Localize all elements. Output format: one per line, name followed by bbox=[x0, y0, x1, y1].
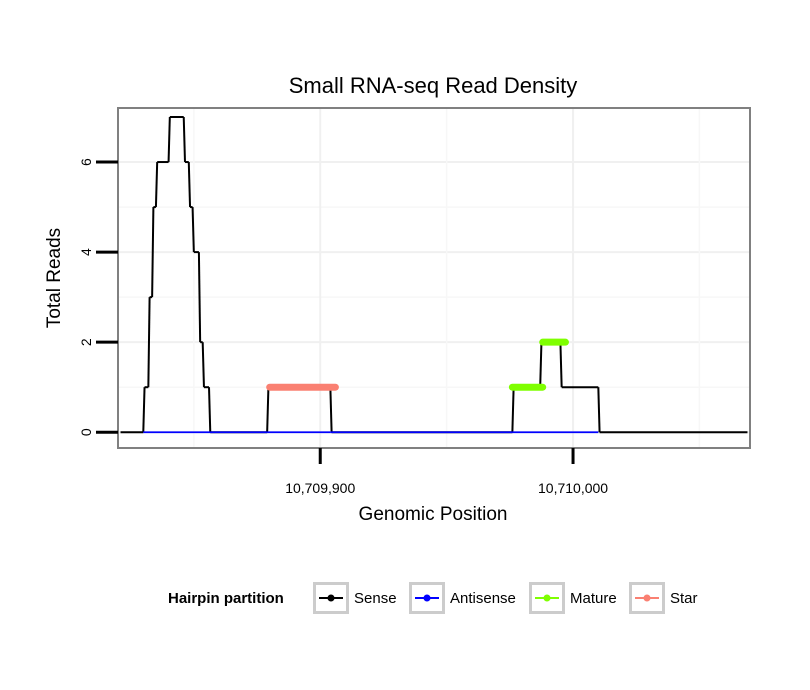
x-axis: 10,709,900 10,710,000 bbox=[285, 448, 608, 496]
line-segment-sense bbox=[182, 116, 186, 163]
legend: Hairpin partition Sense Antisense Mature St… bbox=[168, 582, 698, 614]
legend-label: Mature bbox=[570, 590, 617, 607]
y-tick-label: 6 bbox=[78, 158, 94, 166]
legend-entry-sense: Sense bbox=[313, 582, 397, 614]
series-mature bbox=[508, 338, 569, 391]
plot-panel bbox=[118, 108, 750, 448]
line-segment-sense bbox=[559, 342, 563, 388]
x-tick-label: 10,709,900 bbox=[285, 480, 355, 496]
line-segment-sense bbox=[187, 162, 192, 208]
line-segment-sense bbox=[197, 252, 202, 343]
chart-title: Small RNA-seq Read Density bbox=[289, 73, 578, 98]
line-segment-sense bbox=[142, 387, 146, 433]
line-segment-sense bbox=[201, 342, 205, 388]
line-segment-sense bbox=[191, 207, 195, 253]
plot-border bbox=[117, 107, 751, 449]
series-layer bbox=[120, 116, 748, 434]
legend-title: Hairpin partition bbox=[168, 590, 284, 607]
y-axis-title: Total Reads bbox=[44, 228, 65, 328]
line-segment-sense bbox=[329, 387, 333, 433]
legend-key-point bbox=[327, 594, 335, 602]
x-tick-label: 10,710,000 bbox=[538, 480, 608, 496]
line-segment-sense bbox=[266, 387, 270, 433]
x-axis-title: Genomic Position bbox=[359, 504, 508, 525]
grid-lines bbox=[118, 108, 750, 448]
line-segment-sense bbox=[151, 207, 155, 298]
legend-entry-star: Star bbox=[629, 582, 698, 614]
line-segment-sense bbox=[208, 387, 212, 433]
line-segment-sense bbox=[539, 342, 543, 388]
legend-label: Antisense bbox=[450, 590, 516, 607]
y-tick-label: 0 bbox=[78, 428, 94, 436]
legend-entry-antisense: Antisense bbox=[409, 582, 516, 614]
legend-label: Star bbox=[670, 590, 698, 607]
line-segment-sense bbox=[147, 297, 151, 388]
y-axis: 0 2 4 6 bbox=[78, 158, 118, 436]
line-segment-sense bbox=[167, 116, 171, 163]
y-tick-label: 2 bbox=[78, 338, 94, 346]
y-tick-label: 4 bbox=[78, 248, 94, 256]
legend-key-point bbox=[423, 594, 431, 602]
line-segment-sense bbox=[154, 162, 159, 208]
legend-key-point bbox=[543, 594, 551, 602]
legend-label: Sense bbox=[354, 590, 397, 607]
legend-key-point bbox=[643, 594, 651, 602]
line-segment-sense bbox=[511, 387, 515, 433]
line-segment-sense bbox=[597, 387, 601, 433]
legend-entry-mature: Mature bbox=[529, 582, 617, 614]
